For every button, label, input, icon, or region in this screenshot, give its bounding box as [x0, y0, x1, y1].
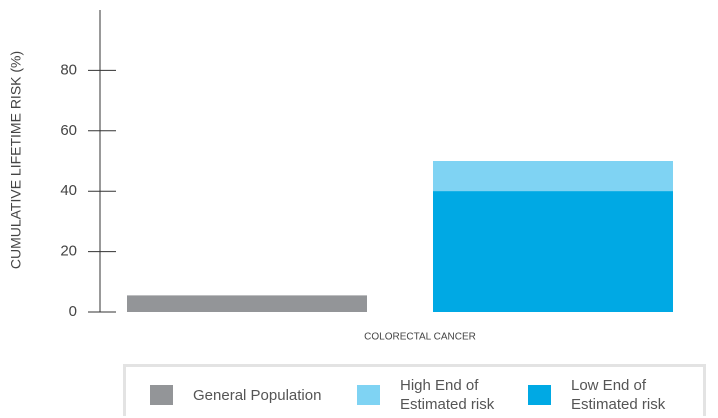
- legend-label: General Population: [193, 386, 322, 404]
- legend-swatch: [150, 385, 173, 405]
- chart: CUMULATIVE LIFETIME RISK (%) 0 20 40 60 80 CO…: [8, 10, 673, 343]
- y-tick-label: 80: [60, 61, 77, 78]
- legend-swatch: [357, 385, 380, 405]
- legend-label: High End of Estimated risk: [400, 377, 495, 413]
- legend-item: High End of Estimated risk: [357, 373, 515, 417]
- y-axis-label: CUMULATIVE LIFETIME RISK (%): [8, 51, 24, 269]
- legend-item: Low End of Estimated risk: [528, 373, 686, 417]
- legend-swatch: [528, 385, 551, 405]
- y-tick-label: 40: [60, 182, 77, 199]
- legend-label: Low End of Estimated risk: [571, 377, 666, 413]
- x-tick-label: COLORECTAL CANCER: [364, 332, 476, 343]
- y-tick-label: 60: [60, 122, 77, 139]
- bar: [433, 191, 673, 312]
- y-tick-label: 0: [69, 303, 77, 320]
- bar: [127, 295, 367, 312]
- legend: General Population High End of Estimated …: [123, 364, 706, 416]
- y-tick-label: 20: [60, 243, 77, 260]
- legend-item: General Population: [150, 373, 321, 417]
